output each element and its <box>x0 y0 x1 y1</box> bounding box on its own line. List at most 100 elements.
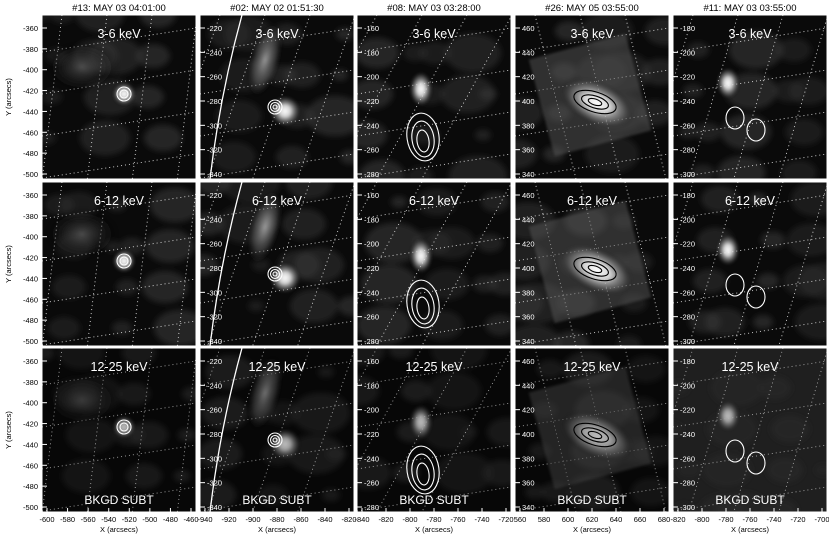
x-ray-source <box>409 404 433 440</box>
x-axis-label: X (arcsecs) <box>415 525 453 534</box>
image-panel: 12-25 keV BKGD SUBT <box>357 348 511 512</box>
x-tick-label: 680 <box>658 515 671 524</box>
image-panel: 12-25 keV BKGD SUBT <box>42 348 196 512</box>
y-tick-label: -260 <box>364 479 379 488</box>
y-tick-label: 380 <box>522 288 535 297</box>
energy-band-label: 3-6 keV <box>255 27 299 41</box>
energy-band-label: 12-25 keV <box>406 360 464 374</box>
x-tick-label: -520 <box>122 515 137 524</box>
heliographic-grid <box>673 15 827 179</box>
column-title: #11: MAY 03 03:55:00 <box>704 3 797 14</box>
y-tick-label: -480 <box>23 482 38 491</box>
background-subtracted-label: BKGD SUBT <box>557 493 627 507</box>
y-tick-label: -280 <box>364 170 379 179</box>
y-axis-label: Y (arcsecs) <box>4 411 13 449</box>
y-tick-label: 460 <box>522 357 535 366</box>
y-tick-label: 360 <box>522 313 535 322</box>
y-tick-label: -240 <box>207 215 222 224</box>
y-tick-label: 420 <box>522 406 535 415</box>
y-tick-label: 400 <box>522 97 535 106</box>
x-tick-label: -780 <box>718 515 733 524</box>
y-tick-label: 420 <box>522 240 535 249</box>
x-tick-label: 620 <box>586 515 599 524</box>
heliographic-grid <box>673 348 827 512</box>
y-tick-label: -240 <box>680 97 695 106</box>
image-panel: 6-12 keV <box>42 182 196 346</box>
y-tick-label: -400 <box>23 66 38 75</box>
y-tick-label: -180 <box>680 357 695 366</box>
y-tick-label: -500 <box>23 170 38 179</box>
y-tick-label: -300 <box>680 337 695 346</box>
x-tick-label: -800 <box>694 515 709 524</box>
x-tick-label: 580 <box>538 515 551 524</box>
x-tick-label: -600 <box>39 515 54 524</box>
y-tick-label: -220 <box>364 97 379 106</box>
y-tick-label: -160 <box>364 191 379 200</box>
x-ray-source <box>42 206 136 273</box>
background-subtracted-label: BKGD SUBT <box>84 493 154 507</box>
energy-band-label: 12-25 keV <box>91 360 149 374</box>
y-tick-label: -460 <box>23 461 38 470</box>
y-tick-label: -460 <box>23 295 38 304</box>
energy-band-label: 3-6 keV <box>570 27 614 41</box>
image-panel: 6-12 keV <box>200 182 354 346</box>
y-tick-label: -220 <box>680 406 695 415</box>
y-tick-label: -200 <box>680 381 695 390</box>
background-subtracted-label: BKGD SUBT <box>715 493 785 507</box>
solar-limb <box>209 182 243 346</box>
y-tick-label: -320 <box>207 479 222 488</box>
y-tick-label: -260 <box>364 146 379 155</box>
y-tick-label: -400 <box>23 399 38 408</box>
y-tick-label: -380 <box>23 45 38 54</box>
y-tick-label: -280 <box>680 313 695 322</box>
solar-limb <box>209 15 243 179</box>
x-ray-source <box>716 67 740 99</box>
column-title: #26: MAY 05 03:55:00 <box>545 3 639 14</box>
heliographic-grid <box>673 182 827 346</box>
y-tick-label: 360 <box>522 479 535 488</box>
x-ray-source <box>409 238 433 274</box>
x-tick-label: -760 <box>742 515 757 524</box>
energy-band-label: 3-6 keV <box>728 27 772 41</box>
column-title: #02: MAY 02 01:51:30 <box>230 3 324 14</box>
y-tick-label: -220 <box>680 240 695 249</box>
y-tick-label: -340 <box>207 170 222 179</box>
y-tick-label: 340 <box>522 170 535 179</box>
y-tick-label: -300 <box>207 121 222 130</box>
y-tick-label: -260 <box>364 313 379 322</box>
y-tick-label: -280 <box>207 97 222 106</box>
y-tick-label: -380 <box>23 378 38 387</box>
y-tick-label: -300 <box>207 288 222 297</box>
x-tick-label: -900 <box>245 515 260 524</box>
energy-band-label: 3-6 keV <box>412 27 456 41</box>
y-tick-label: -340 <box>207 337 222 346</box>
energy-band-label: 12-25 keV <box>249 360 307 374</box>
x-tick-label: -740 <box>766 515 781 524</box>
y-tick-label: -300 <box>207 454 222 463</box>
image-panel: 3-6 keV <box>673 15 827 179</box>
x-tick-label: -700 <box>814 515 829 524</box>
y-tick-label: -300 <box>680 503 695 512</box>
y-tick-label: -280 <box>207 264 222 273</box>
y-tick-label: -240 <box>680 430 695 439</box>
y-tick-label: -200 <box>364 406 379 415</box>
y-tick-label: 400 <box>522 430 535 439</box>
y-tick-label: -260 <box>680 454 695 463</box>
y-tick-label: 460 <box>522 191 535 200</box>
y-tick-label: 360 <box>522 146 535 155</box>
y-tick-label: -500 <box>23 503 38 512</box>
y-tick-label: -320 <box>207 146 222 155</box>
y-tick-label: -180 <box>680 191 695 200</box>
x-tick-label: -800 <box>402 515 417 524</box>
axes: -360 -380 -400 -420 -440 -460 -480 -500 Y (arcse… <box>4 24 829 534</box>
y-tick-label: 340 <box>522 503 535 512</box>
y-tick-label: -360 <box>23 357 38 366</box>
y-tick-label: -220 <box>207 24 222 33</box>
x-tick-label: -460 <box>183 515 198 524</box>
y-tick-label: 400 <box>522 264 535 273</box>
x-ray-source <box>42 39 136 106</box>
x-tick-label: -940 <box>197 515 212 524</box>
x-tick-label: -740 <box>474 515 489 524</box>
y-tick-label: -360 <box>23 24 38 33</box>
y-tick-label: 380 <box>522 454 535 463</box>
